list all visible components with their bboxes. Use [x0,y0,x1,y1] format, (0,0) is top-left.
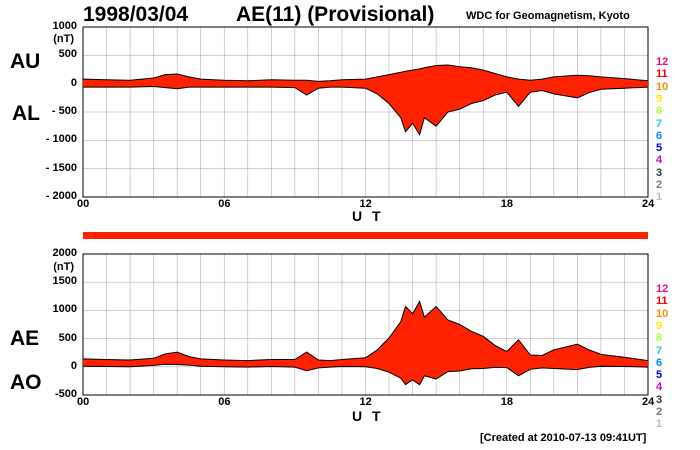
al-label: AL [12,102,40,125]
lower-station-count-label: 1 [656,418,663,431]
lower-y-tick-label: 2000 [52,247,77,259]
upper-y-tick-label: 0 [70,76,77,89]
lower-frame [82,253,649,396]
upper-station-count-label: 4 [656,154,663,167]
upper-station-count-label: 12 [656,56,669,68]
upper-station-count-label: 8 [656,105,663,118]
lower-x-tick-label: 06 [218,396,231,408]
lower-station-count-label: 10 [656,307,669,320]
upper-y-tick-label: 500 [58,48,77,61]
lower-x-tick-label: 24 [642,396,655,408]
lower-series-ae-line [82,300,649,362]
upper-station-count-label: 11 [656,68,668,81]
ae-label: AE [10,327,40,350]
upper-station-count-label: 9 [656,92,663,105]
activity-bar [83,232,648,239]
lower-station-count-label: 7 [656,344,663,357]
lower-y-tick-label: 1000 [52,303,77,316]
upper-y-tick-label: - 500 [51,105,77,117]
lower-station-count-label: 2 [656,406,663,418]
lower-station-count-label: 11 [656,295,668,308]
lower-panel [82,253,649,396]
upper-station-count-label: 7 [656,117,663,130]
upper-x-tick-label: 18 [500,198,513,210]
upper-x-axis-label: U T [352,208,384,224]
lower-x-axis-label: U T [352,408,384,424]
lower-station-count-label: 6 [656,356,663,369]
lower-y-tick-label: -500 [54,388,77,400]
chart-date: 1998/03/04 [83,3,189,26]
upper-x-tick-label: 12 [359,198,372,210]
chart-title: AE(11) (Provisional) [236,3,435,26]
upper-x-tick-label: 24 [642,198,655,210]
lower-y-tick-label: 1500 [52,275,77,288]
upper-panel [82,26,649,198]
au-label: AU [10,50,41,73]
upper-envelope-area [83,65,648,135]
upper-station-count-label: 1 [656,191,663,204]
upper-y-tick-label: - 1000 [45,133,77,146]
upper-x-tick-label: 06 [218,198,231,210]
upper-unit-label: (nT) [53,33,74,45]
upper-y-tick-label: - 2000 [45,190,77,202]
upper-y-tick-label: - 1500 [45,161,77,174]
upper-frame [82,26,649,198]
lower-y-tick-label: 500 [58,331,77,344]
lower-station-count-label: 8 [656,332,663,345]
institution-label: WDC for Geomagnetism, Kyoto [466,10,630,22]
upper-x-tick-label: 00 [77,198,90,210]
upper-station-count-label: 2 [656,179,663,191]
upper-station-count-label: 5 [656,142,663,155]
upper-station-count-label: 10 [656,80,669,93]
upper-station-count-label: 6 [656,129,663,142]
created-timestamp: [Created at 2010-07-13 09:41UT] [480,432,647,444]
upper-y-tick-label: 1000 [52,20,77,32]
lower-envelope-area [83,301,648,385]
lower-series-ao-line [82,363,649,386]
lower-station-count-label: 5 [656,369,663,382]
lower-station-count-label: 9 [656,319,663,332]
upper-station-count-label: 3 [656,166,663,179]
upper-series-al-line [83,85,649,136]
upper-series-au-line [82,64,649,82]
ao-label: AO [10,371,42,394]
lower-station-count-label: 12 [656,283,669,295]
lower-y-tick-label: 0 [70,359,77,372]
lower-unit-label: (nT) [53,261,74,273]
lower-x-tick-label: 18 [500,396,513,408]
lower-station-count-label: 3 [656,393,663,406]
lower-x-tick-label: 12 [359,396,372,408]
lower-station-count-label: 4 [656,381,663,394]
lower-x-tick-label: 00 [77,396,90,408]
